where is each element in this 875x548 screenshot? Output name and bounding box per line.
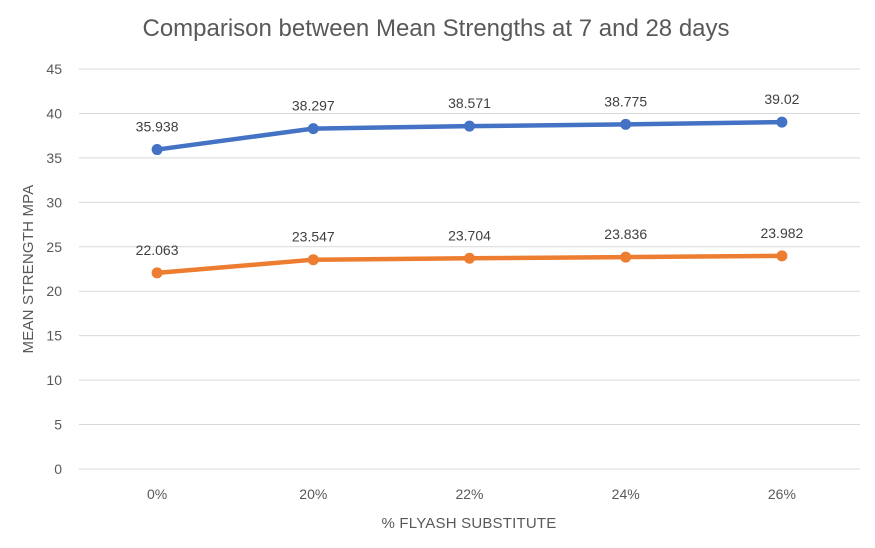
data-label: 38.571 bbox=[448, 95, 491, 111]
data-label: 23.704 bbox=[448, 227, 491, 243]
gridlines bbox=[79, 68, 860, 470]
y-tick-label: 20 bbox=[46, 283, 62, 299]
x-tick-label: 26% bbox=[768, 486, 796, 502]
data-labels: 35.938 38.297 38.571 38.775 39.02 22.063 23.54… bbox=[136, 91, 804, 258]
y-tick-label: 30 bbox=[46, 194, 62, 210]
y-tick-label: 0 bbox=[54, 461, 62, 477]
data-label: 22.063 bbox=[136, 242, 179, 258]
data-label: 23.982 bbox=[760, 225, 803, 241]
y-tick-label: 40 bbox=[46, 105, 62, 121]
y-tick-label: 10 bbox=[46, 372, 62, 388]
data-point bbox=[776, 116, 788, 128]
chart-title: Comparison between Mean Strengths at 7 a… bbox=[142, 15, 729, 42]
y-axis-ticks: 0 5 10 15 20 25 30 35 40 45 bbox=[46, 61, 62, 477]
y-tick-label: 25 bbox=[46, 239, 62, 255]
y-tick-label: 15 bbox=[46, 328, 62, 344]
data-point bbox=[776, 250, 788, 262]
data-label: 38.775 bbox=[604, 93, 647, 109]
x-tick-label: 22% bbox=[455, 486, 483, 502]
data-point bbox=[151, 144, 163, 156]
data-label: 38.297 bbox=[292, 98, 335, 114]
data-label: 23.836 bbox=[604, 226, 647, 242]
data-point bbox=[307, 254, 319, 266]
y-tick-label: 45 bbox=[46, 61, 62, 77]
x-tick-label: 24% bbox=[612, 486, 640, 502]
x-axis-title: % FLYASH SUBSTITUTE bbox=[382, 515, 557, 532]
series-lines bbox=[151, 116, 788, 279]
y-tick-label: 5 bbox=[54, 417, 62, 433]
data-label: 39.02 bbox=[764, 91, 799, 107]
x-tick-label: 0% bbox=[147, 486, 167, 502]
data-point bbox=[464, 120, 475, 132]
data-point bbox=[307, 123, 319, 135]
data-label: 23.547 bbox=[292, 229, 335, 245]
data-label: 35.938 bbox=[136, 119, 179, 135]
data-point bbox=[464, 252, 475, 264]
data-point bbox=[620, 118, 632, 130]
x-tick-label: 20% bbox=[299, 486, 327, 502]
data-point bbox=[151, 267, 163, 279]
y-tick-label: 35 bbox=[46, 150, 62, 166]
data-point bbox=[620, 251, 632, 263]
y-axis-title: MEAN STRENGTH MPA bbox=[20, 185, 37, 354]
x-axis-ticks: 0% 20% 22% 24% 26% bbox=[147, 486, 796, 502]
